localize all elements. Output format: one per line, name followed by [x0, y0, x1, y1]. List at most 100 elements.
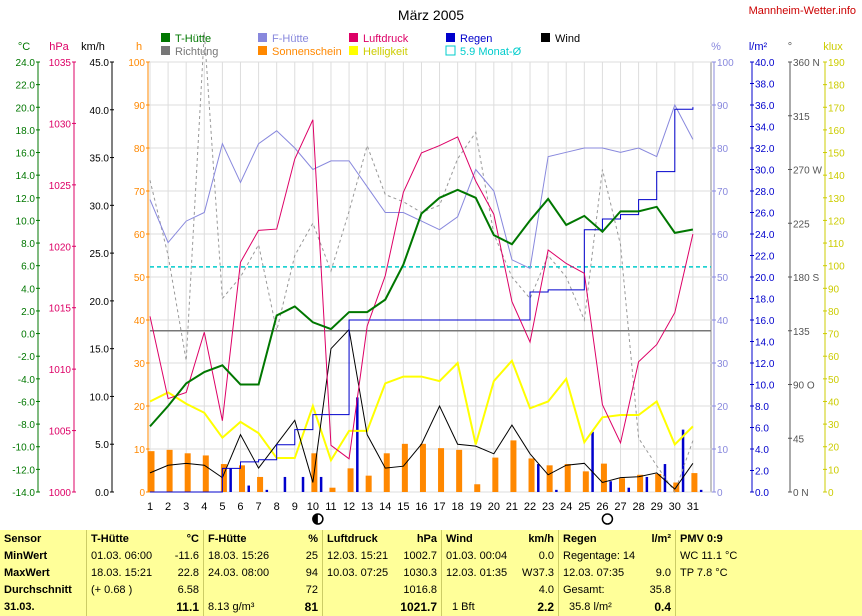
t-huette-today: 11.1 [176, 600, 199, 614]
x-tick-label: 20 [488, 501, 500, 513]
sunshine-bar [655, 473, 662, 492]
stats-f-huette-col: F-Hütte% 18.03. 15:26 25 24.03. 08:00 94 7… [204, 530, 323, 616]
legend-label-regen: Regen [460, 33, 492, 45]
x-tick-label: 25 [578, 501, 590, 513]
x-tick-label: 17 [433, 501, 445, 513]
temp-axis-tick-label: 16.0 [16, 149, 36, 160]
wind-unit-label: km/h [81, 41, 105, 53]
stats-wind-col: Wind km/h 01.03. 00:04 0.0 12.03. 01:35 W 37… [442, 530, 559, 616]
rain-daily-bar [356, 397, 359, 492]
rain-axis-tick-label: 14.0 [755, 338, 775, 349]
temperature-line [149, 188, 694, 428]
lux-axis-tick-label: 0 [828, 488, 834, 499]
temp-axis-tick-label: -14.0 [12, 488, 35, 499]
x-tick-label: 18 [452, 501, 464, 513]
pmv-tp: TP 7.8 °C [680, 567, 728, 579]
sun-axis-tick-label: 50 [134, 273, 146, 284]
humidity-unit-label: % [711, 41, 721, 53]
lux-axis-tick-label: 140 [828, 171, 845, 182]
wind-axis-tick-label: 45.0 [90, 58, 110, 69]
legend-label-luftdruck: Luftdruck [363, 33, 409, 45]
x-tick-label: 1 [147, 501, 153, 513]
rain-daily-bar [301, 476, 305, 492]
regen-today: 0.4 [654, 600, 671, 614]
t-huette-avg-val: 6.58 [177, 584, 199, 596]
regen-total-val: 35.8 [649, 584, 671, 596]
lux-axis-tick-label: 110 [828, 239, 844, 250]
sun-axis-tick-label: 80 [134, 144, 146, 155]
lux-line [149, 358, 694, 463]
site-link[interactable]: Mannheim-Wetter.info [749, 5, 856, 17]
pmv-header: PMV 0:9 [680, 533, 723, 545]
regen-max-val: 9.0 [655, 567, 671, 579]
wind-min-val: 0.0 [538, 550, 554, 562]
sunshine-bar [148, 451, 155, 492]
legend-label-monat5_9: 5.9 Monat-Ø [460, 46, 522, 58]
lux-axis-tick-label: 80 [828, 307, 840, 318]
x-tick-label: 22 [524, 501, 536, 513]
luftdruck-header: Luftdruck [327, 533, 378, 545]
legend: T-Hütte F-Hütte Luftdruck Regen Wind Richtung… [161, 33, 580, 58]
sunshine-bar [456, 449, 463, 492]
pressure-unit-label: hPa [49, 41, 69, 53]
x-tick-label: 15 [397, 501, 409, 513]
temp-unit-label: °C [18, 41, 30, 53]
humidity-axis-tick-label: 100 [717, 58, 734, 69]
temp-axis-tick-label: -10.0 [12, 443, 35, 454]
temp-axis-tick-label: 18.0 [16, 126, 36, 137]
wind-axis-tick-label: 5.0 [95, 440, 109, 451]
stats-regen-col: Regen l/m² Regentage: 14 12.03. 07:35 9.0 … [559, 530, 676, 616]
direction-axis-tick-label: 45 [793, 434, 805, 445]
rain-axis-tick-label: 22.0 [755, 252, 775, 263]
lux-axis-tick-label: 10 [828, 465, 840, 476]
wind-axis-tick-label: 25.0 [90, 249, 110, 260]
legend-swatch [445, 45, 456, 56]
f-huette-min-val: 25 [305, 550, 318, 562]
regen-today-note: 35.8 l/m² [569, 601, 612, 613]
axes: -14.0 -12.0 -10.0 -8.0 -6.0 -4.0 -2.0 0.0 2.0 4.0… [12, 41, 845, 525]
pmv-wc: WC 11.1 °C [680, 550, 738, 562]
luftdruck-min-time: 12.03. 15:21 [327, 550, 389, 562]
temp-axis-tick-label: -6.0 [18, 397, 36, 408]
temp-axis-tick-label: 12.0 [16, 194, 36, 205]
stats-sensor-col: Sensor MinWert MaxWert Durchschnitt 31.0… [0, 530, 87, 616]
temp-axis-tick-label: -4.0 [18, 375, 36, 386]
rain-daily-bar [247, 485, 250, 492]
humidity-axis-tick-label: 10 [717, 445, 729, 456]
x-tick-label: 14 [379, 501, 391, 513]
sunshine-bar [202, 455, 209, 492]
lux-axis-tick-label: 160 [828, 126, 845, 137]
x-tick-label: 8 [274, 501, 280, 513]
sunshine-bar [220, 464, 227, 492]
pressure-axis-tick-label: 1015 [49, 304, 72, 315]
rain-daily-bar [609, 481, 612, 492]
sun-axis-tick-label: 40 [134, 316, 146, 327]
humidity-axis-tick-label: 30 [717, 359, 729, 370]
sunshine-bar [365, 475, 372, 492]
humidity-axis-tick-label: 0 [717, 488, 723, 499]
x-tick-label: 24 [560, 501, 572, 513]
t-huette-max-val: 22.8 [177, 567, 199, 579]
rain-axis-tick-label: 10.0 [755, 381, 775, 392]
t-huette-avg-note: (+ 0.68 ) [91, 584, 133, 596]
temp-axis-tick-label: -12.0 [12, 465, 35, 476]
rain-axis-tick-label: 18.0 [755, 295, 775, 306]
sunshine-bar [438, 448, 445, 492]
direction-axis-tick-label: 135 [793, 327, 810, 338]
wind-axis-tick-label: 0.0 [95, 488, 109, 499]
x-tick-label: 11 [325, 501, 336, 513]
humidity-line [149, 103, 694, 270]
pressure-axis-tick-label: 1005 [49, 427, 72, 438]
x-tick-label: 5 [219, 501, 225, 513]
lux-axis-tick-label: 20 [828, 443, 840, 454]
sunshine-bar [166, 449, 173, 492]
sunshine-bar [184, 453, 191, 492]
temp-axis-tick-label: 6.0 [21, 262, 35, 273]
wind-today-note: 1 Bft [452, 601, 475, 613]
wind-axis-tick-label: 20.0 [90, 297, 110, 308]
legend-label-helligkeit: Helligkeit [363, 46, 408, 58]
direction-axis-tick-label: 225 [793, 219, 810, 230]
x-tick-label: 6 [237, 501, 243, 513]
temp-axis-tick-label: -8.0 [18, 420, 36, 431]
pressure-axis-tick-label: 1020 [49, 242, 72, 253]
